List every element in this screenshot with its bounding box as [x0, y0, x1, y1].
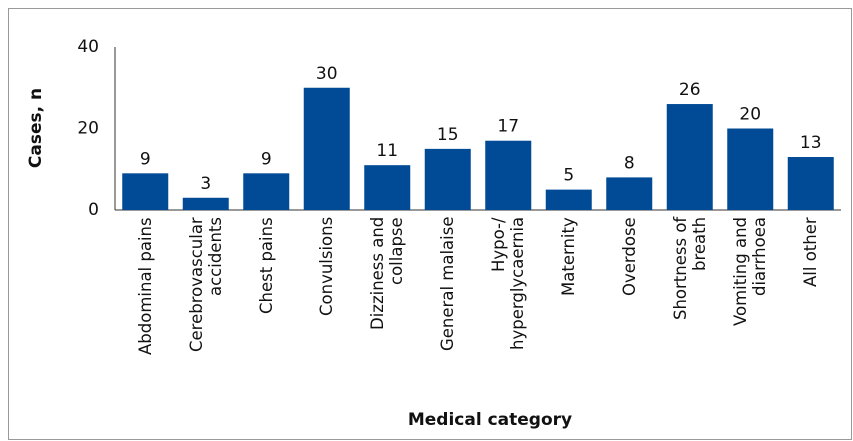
- value-label: 11: [376, 141, 398, 161]
- y-tick-label: 0: [88, 200, 99, 220]
- value-label: 26: [679, 80, 701, 100]
- bar: [364, 165, 411, 210]
- x-label-box: Cerebrovascular accidents: [176, 217, 237, 397]
- value-label: 13: [800, 133, 822, 153]
- x-tick-label: Cerebrovascular accidents: [186, 217, 225, 352]
- x-tick-label: Maternity: [559, 217, 579, 296]
- x-label-box: Dizziness and collapse: [357, 217, 418, 397]
- y-tick-label: 20: [77, 119, 99, 139]
- x-tick-label: Shortness of breath: [670, 217, 709, 321]
- bar: [545, 189, 592, 210]
- x-tick-label: All other: [801, 217, 821, 287]
- bar: [182, 197, 229, 210]
- x-tick-label: Overdose: [619, 217, 639, 296]
- x-tick-label: General malaise: [438, 217, 458, 352]
- value-label: 15: [437, 125, 459, 145]
- x-tick-label: Vomiting and diarrhoea: [731, 217, 770, 327]
- bar: [787, 157, 834, 210]
- bar: [122, 173, 169, 210]
- x-tick-label: Dizziness and collapse: [368, 217, 407, 331]
- x-label-box: General malaise: [418, 217, 479, 397]
- x-label-box: Shortness of breath: [660, 217, 721, 397]
- bar: [727, 128, 774, 210]
- frame-border: [8, 8, 852, 440]
- value-label: 3: [200, 174, 211, 194]
- x-label-box: Convulsions: [297, 217, 358, 397]
- x-tick-label: Abdominal pains: [135, 217, 155, 355]
- x-tick-label: Convulsions: [317, 217, 337, 317]
- x-label-box: Maternity: [539, 217, 600, 397]
- x-label-box: All other: [781, 217, 842, 397]
- bar: [303, 87, 350, 210]
- x-axis-title: Medical category: [408, 410, 572, 430]
- bar: [243, 173, 290, 210]
- value-label: 8: [624, 153, 635, 173]
- value-label: 9: [140, 149, 151, 169]
- bar: [666, 104, 713, 210]
- x-label-box: Hypo-/ hyperglycaernia: [478, 217, 539, 397]
- x-label-box: Chest pains: [236, 217, 297, 397]
- y-tick-label: 40: [77, 37, 99, 57]
- value-label: 17: [497, 117, 519, 137]
- y-axis-title: Cases, n: [26, 88, 46, 168]
- value-label: 30: [316, 64, 338, 84]
- value-label: 20: [739, 105, 761, 125]
- x-tick-label: Chest pains: [256, 217, 276, 314]
- x-label-box: Abdominal pains: [115, 217, 176, 397]
- value-label: 9: [261, 149, 272, 169]
- bar: [485, 140, 532, 210]
- bar: [606, 177, 653, 210]
- value-label: 5: [563, 166, 574, 186]
- bar: [424, 148, 471, 210]
- x-label-box: Overdose: [599, 217, 660, 397]
- x-label-box: Vomiting and diarrhoea: [720, 217, 781, 397]
- x-tick-label: Hypo-/ hyperglycaernia: [489, 217, 528, 351]
